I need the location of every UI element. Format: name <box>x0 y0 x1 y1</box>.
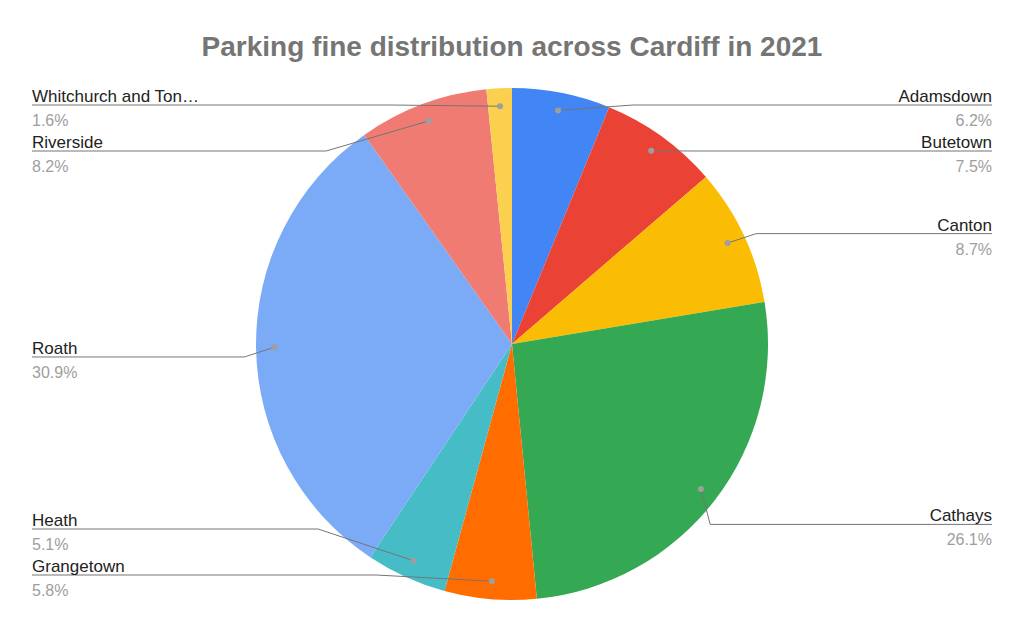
leader-dot <box>271 344 277 350</box>
pie-slice <box>512 302 768 599</box>
chart-svg: Parking fine distribution across Cardiff… <box>0 0 1024 633</box>
leader-dot <box>410 558 416 564</box>
leader-line <box>701 489 992 524</box>
pie-slice <box>486 88 512 344</box>
category-label: Riverside <box>32 133 103 152</box>
value-label: 6.2% <box>956 112 992 129</box>
category-label: Adamsdown <box>898 87 992 106</box>
pie-slice <box>364 89 512 344</box>
value-label: 1.6% <box>32 112 68 129</box>
value-label: 26.1% <box>947 531 992 548</box>
leader-dot <box>489 578 495 584</box>
category-label: Roath <box>32 339 77 358</box>
value-label: 5.8% <box>32 582 68 599</box>
leader-dot <box>725 240 731 246</box>
value-label: 30.9% <box>32 364 77 381</box>
category-label: Heath <box>32 511 77 530</box>
leader-dot <box>698 486 704 492</box>
leader-line <box>32 121 429 151</box>
pie <box>256 88 768 600</box>
category-label: Canton <box>937 216 992 235</box>
category-label: Grangetown <box>32 557 125 576</box>
leader-line <box>32 529 413 561</box>
leader-dot <box>497 103 503 109</box>
leader-dot <box>426 118 432 124</box>
value-label: 8.2% <box>32 158 68 175</box>
chart-title: Parking fine distribution across Cardiff… <box>202 31 823 62</box>
value-label: 8.7% <box>956 241 992 258</box>
chart-container: Parking fine distribution across Cardiff… <box>0 0 1024 633</box>
value-label: 5.1% <box>32 536 68 553</box>
background <box>0 0 1024 633</box>
leader-dot <box>648 148 654 154</box>
leader-dot <box>555 107 561 113</box>
labels: Adamsdown 6.2% Butetown 7.5% Canton 8.7% Catha… <box>32 87 992 599</box>
category-label: Whitchurch and Ton… <box>32 87 199 106</box>
category-label: Cathays <box>930 506 992 525</box>
category-label: Butetown <box>921 133 992 152</box>
leader-line <box>728 234 992 243</box>
value-label: 7.5% <box>956 158 992 175</box>
